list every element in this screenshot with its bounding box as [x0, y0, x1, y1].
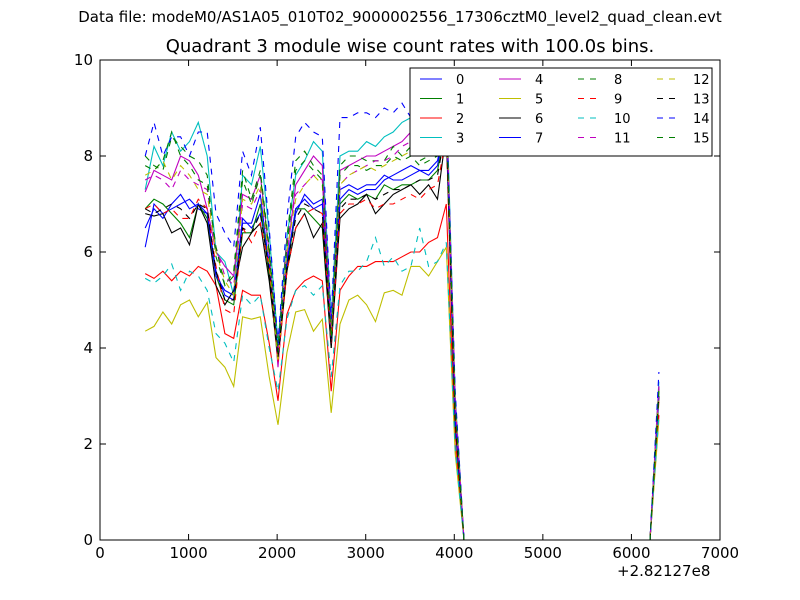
legend-label-9: 9: [614, 93, 622, 108]
file-supertitle: Data file: modeM0/AS1A05_010T02_90000025…: [78, 8, 722, 26]
series-line-15: [144, 112, 660, 541]
legend-label-4: 4: [535, 73, 543, 88]
x-tick-label: 4000: [435, 544, 473, 562]
legend-label-14: 14: [693, 112, 710, 127]
series-line-9: [144, 136, 660, 541]
series-line-8: [144, 107, 660, 541]
y-tick-label: 2: [83, 435, 93, 453]
y-tick-label: 0: [83, 531, 93, 549]
plot-frame: [99, 59, 721, 541]
x-tick-label: 1000: [169, 544, 207, 562]
chart-title: Quadrant 3 module wise count rates with …: [165, 36, 655, 57]
series-line-6: [145, 131, 660, 541]
series-line-0: [144, 117, 660, 541]
legend-label-5: 5: [535, 93, 543, 108]
legend-label-8: 8: [614, 73, 622, 88]
series-line-10: [144, 227, 660, 541]
x-tick-label: 2000: [258, 544, 296, 562]
y-tick-label: 6: [83, 243, 93, 261]
x-tick-label: 5000: [524, 544, 562, 562]
legend-label-6: 6: [535, 112, 543, 127]
legend-label-12: 12: [693, 73, 710, 88]
legend-label-7: 7: [535, 132, 543, 147]
legend-label-11: 11: [614, 132, 631, 147]
legend-label-2: 2: [456, 112, 464, 127]
legend-label-10: 10: [614, 112, 631, 127]
y-tick-label: 8: [83, 147, 93, 165]
legend-label-15: 15: [693, 132, 710, 147]
y-tick-label: 4: [83, 339, 93, 357]
series-line-14: [144, 102, 660, 541]
legend-label-13: 13: [693, 93, 710, 108]
y-tick-label: 10: [74, 51, 93, 69]
x-axis-offset-label: +2.82127e8: [617, 562, 711, 580]
x-tick-label: 6000: [612, 544, 650, 562]
legend-label-3: 3: [456, 132, 464, 147]
series-line-2: [144, 203, 660, 541]
series-line-12: [144, 112, 660, 541]
x-tick-label: 0: [95, 544, 105, 562]
series-line-7: [144, 117, 660, 541]
x-tick-label: 7000: [701, 544, 739, 562]
legend-label-1: 1: [456, 93, 464, 108]
legend-box: [409, 67, 713, 157]
x-tick-label: 3000: [347, 544, 385, 562]
series-line-5: [144, 245, 660, 541]
legend-label-0: 0: [456, 73, 464, 88]
series-line-11: [144, 107, 660, 541]
